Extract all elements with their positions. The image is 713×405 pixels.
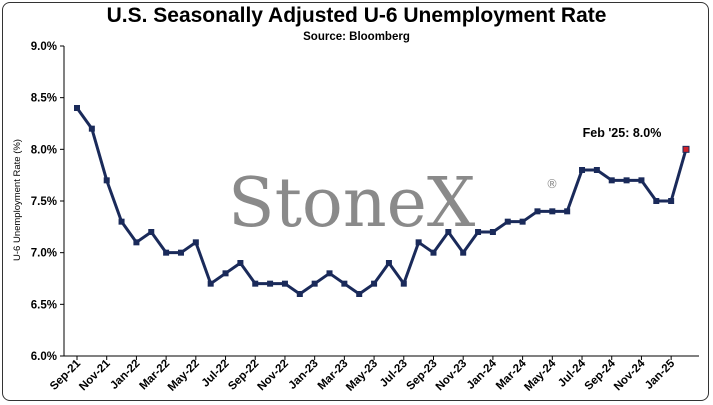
data-point	[222, 270, 229, 277]
y-tick-label: 6.0%	[31, 351, 57, 363]
data-point	[148, 229, 155, 235]
y-tick-label: 8.0%	[31, 144, 57, 156]
data-point	[623, 177, 630, 184]
data-point	[237, 260, 244, 266]
x-tick-label: Sep-24	[583, 357, 619, 393]
data-point	[430, 249, 437, 256]
data-point	[74, 105, 80, 111]
y-axis-label: U-6 Unemployment Rate (%)	[12, 139, 23, 261]
data-point	[445, 229, 452, 235]
x-tick-label: Nov-24	[612, 357, 648, 393]
data-point	[460, 249, 467, 256]
y-tick-label: 7.5%	[31, 196, 57, 208]
data-point	[608, 177, 615, 184]
data-point	[267, 280, 274, 287]
data-point	[549, 208, 556, 215]
data-point	[504, 218, 511, 225]
x-tick-label: Jan-24	[465, 357, 500, 392]
y-tick-labels: 6.0% 6.5% 7.0% 7.5% 8.0% 8.5% 9.0%	[31, 41, 57, 363]
x-tick-label: Nov-23	[434, 358, 470, 394]
series-group	[74, 105, 690, 297]
data-point	[519, 218, 526, 225]
x-tick-label: Sep-23	[404, 358, 439, 393]
axes	[60, 45, 699, 360]
data-point	[311, 280, 318, 287]
data-point	[177, 249, 184, 256]
x-tick-label: Sep-22	[226, 358, 261, 393]
x-tick-label: Jan-23	[287, 358, 321, 392]
data-point	[415, 239, 422, 246]
x-tick-label: Jan-25	[643, 357, 678, 392]
chart-title: U.S. Seasonally Adjusted U-6 Unemploymen…	[106, 4, 607, 27]
data-point	[564, 208, 571, 215]
data-point	[192, 239, 199, 246]
data-point	[356, 291, 363, 297]
data-point	[400, 280, 407, 287]
y-tick-label: 9.0%	[31, 41, 57, 53]
x-tick-label: Nov-22	[255, 358, 291, 394]
data-point	[88, 125, 95, 132]
data-point	[296, 291, 303, 297]
data-point	[163, 249, 170, 256]
x-tick-label: May-24	[522, 357, 558, 393]
data-point	[385, 260, 392, 266]
data-point	[341, 280, 348, 287]
x-tick-label: Jan-22	[108, 358, 142, 392]
x-tick-label: May-22	[166, 358, 202, 394]
data-point	[371, 280, 378, 287]
data-point	[593, 167, 600, 173]
data-point	[638, 177, 645, 184]
data-point	[326, 270, 333, 277]
watermark: StoneX ®	[228, 164, 558, 243]
x-tick-label: May-23	[344, 358, 380, 394]
data-point	[103, 177, 110, 184]
data-point	[118, 218, 125, 225]
chart-frame	[2, 2, 709, 401]
data-point	[653, 198, 660, 204]
data-point	[534, 208, 541, 215]
y-tick-label: 8.5%	[31, 93, 57, 105]
data-point	[475, 229, 482, 235]
data-point	[579, 167, 586, 173]
data-point	[252, 280, 259, 287]
data-point	[133, 239, 140, 246]
data-point	[489, 229, 496, 235]
data-point	[668, 198, 675, 204]
last-value-annotation: Feb '25: 8.0%	[583, 126, 662, 140]
watermark-text: StoneX	[228, 164, 476, 243]
x-tick-labels: Sep-21Nov-21Jan-22Mar-22May-22Jul-22Sep-…	[48, 357, 678, 393]
data-point	[207, 280, 214, 287]
data-point	[281, 280, 288, 287]
highlighted-data-point	[682, 145, 690, 153]
y-tick-label: 6.5%	[31, 299, 57, 311]
watermark-registered-mark: ®	[546, 177, 558, 191]
chart-subtitle: Source: Bloomberg	[303, 31, 410, 43]
y-tick-label: 7.0%	[31, 248, 57, 260]
x-tick-label: Nov-21	[77, 357, 113, 393]
